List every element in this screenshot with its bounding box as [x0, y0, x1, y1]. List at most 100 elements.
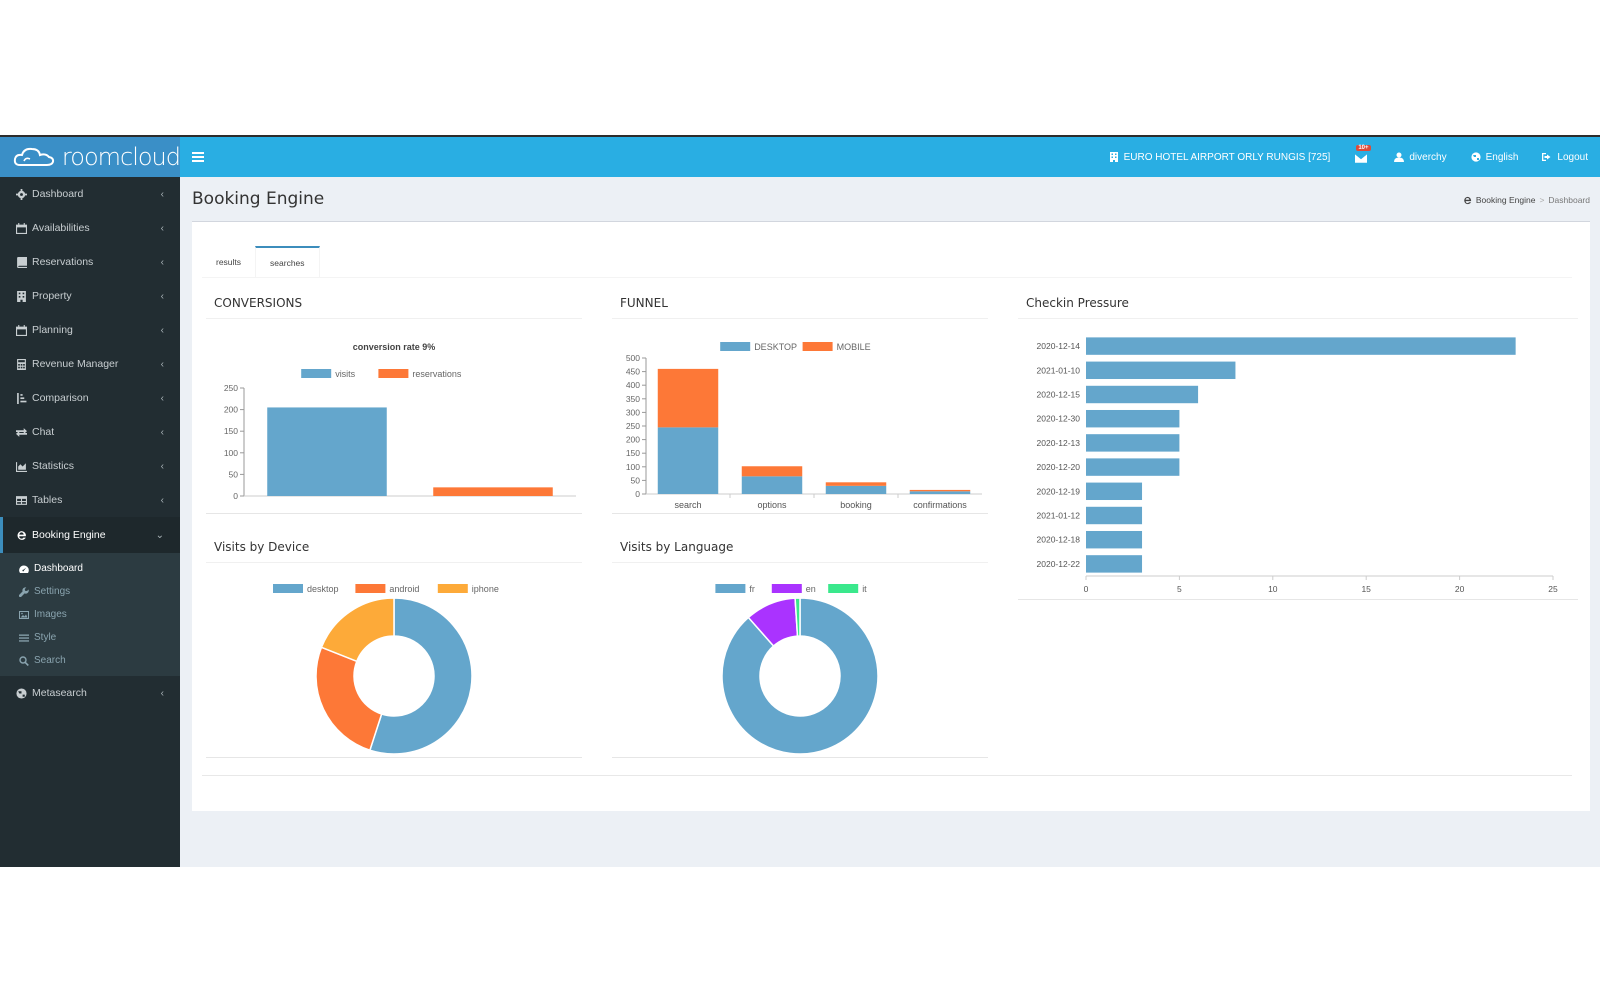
sidebar-item-label: Metasearch [32, 687, 87, 699]
y-tick-label: 400 [626, 380, 640, 390]
x-tick-label: 25 [1548, 584, 1558, 594]
sidebar-item-label: Statistics [32, 460, 75, 472]
y-tick-label: 0 [635, 489, 640, 499]
bar-2020-12-19 [1086, 482, 1143, 501]
bar-visits [267, 407, 387, 496]
sidebar-item-dashboard[interactable]: Dashboard ‹ [0, 177, 180, 211]
sidebar-item-booking-engine[interactable]: Booking Engine ⌄ [0, 517, 180, 553]
submenu-item-settings[interactable]: Settings [0, 580, 180, 603]
bar-2020-12-13 [1086, 434, 1180, 452]
visits-by-device-chart: desktop android iphone [273, 584, 499, 755]
breadcrumb: Booking Engine > Dashboard [1463, 195, 1590, 205]
bar-booking-mobile [825, 482, 887, 486]
legend-label: android [389, 584, 419, 594]
sidebar-item-revenue-manager[interactable]: Revenue Manager ‹ [0, 347, 180, 381]
submenu-item-images[interactable]: Images [0, 603, 180, 626]
gear-icon [16, 188, 27, 200]
box-title: FUNNEL [620, 296, 668, 310]
user-menu[interactable]: diverchy [1382, 137, 1458, 177]
submenu-item-label: Style [34, 632, 57, 643]
table-icon [16, 495, 27, 505]
calculator-icon [17, 358, 26, 370]
legend-label: en [806, 584, 816, 594]
submenu-item-search[interactable]: Search [0, 649, 180, 672]
y-tick-label: 100 [626, 462, 640, 472]
logo[interactable]: roomcloud [0, 137, 181, 177]
breadcrumb-separator: > [1539, 195, 1545, 205]
logout-button[interactable]: Logout [1530, 137, 1600, 177]
language-selector[interactable]: English [1459, 137, 1531, 177]
sidebar-item-property[interactable]: Property ‹ [0, 279, 180, 313]
sidebar-item-metasearch[interactable]: Metasearch ‹ [0, 676, 180, 710]
chevron-left-icon: ‹ [160, 188, 164, 200]
notification-badge: 10+ [1356, 145, 1371, 151]
legend-swatch [828, 584, 859, 593]
image-icon [19, 610, 29, 619]
y-tick-label: 2020-12-19 [1037, 486, 1081, 496]
legend-label: it [862, 584, 867, 594]
box-title: Visits by Language [620, 540, 734, 554]
hamburger-menu-icon[interactable] [192, 152, 204, 162]
y-tick-label: 150 [224, 426, 238, 436]
sidebar-item-chat[interactable]: Chat ‹ [0, 415, 180, 449]
internet-explorer-icon [17, 530, 26, 540]
tab-results[interactable]: results [216, 256, 242, 267]
slice-desktop [368, 597, 473, 755]
conversions-chart: conversion rate 9% visits reservations 0 50 1… [224, 342, 576, 501]
submenu-item-dashboard[interactable]: Dashboard [0, 557, 180, 580]
sign-out-icon [1542, 153, 1551, 161]
bar-confirmations-desktop [909, 491, 971, 494]
bar-options-desktop [741, 476, 803, 494]
legend-swatch [437, 584, 468, 593]
bar-2020-12-22 [1086, 555, 1143, 573]
y-tick-label: 2020-12-20 [1037, 462, 1081, 472]
tab-searches[interactable]: searches [255, 246, 320, 277]
legend-swatch [771, 584, 802, 593]
calendar-icon [16, 222, 27, 234]
legend-swatch [301, 369, 332, 378]
sidebar: Dashboard ‹ Availabilities ‹ Reservations ‹… [0, 177, 180, 867]
building-icon [1109, 152, 1118, 162]
legend-label: desktop [307, 584, 339, 594]
legend-label: fr [749, 584, 755, 594]
slice-fr [721, 597, 879, 755]
building-icon [17, 290, 26, 302]
globe-icon [1470, 152, 1481, 162]
chevron-left-icon: ‹ [160, 358, 164, 370]
sidebar-item-label: Comparison [32, 392, 89, 404]
sidebar-item-reservations[interactable]: Reservations ‹ [0, 245, 180, 279]
y-tick-label: 200 [626, 435, 640, 445]
submenu-item-style[interactable]: Style [0, 626, 180, 649]
sidebar-item-planning[interactable]: Planning ‹ [0, 313, 180, 347]
language-label: English [1485, 151, 1519, 163]
sidebar-item-label: Dashboard [32, 188, 84, 200]
slice-iphone [320, 597, 395, 663]
tachometer-icon [19, 564, 29, 573]
sidebar-item-availabilities[interactable]: Availabilities ‹ [0, 211, 180, 245]
bar-2020-12-14 [1086, 337, 1516, 355]
y-tick-label: 100 [224, 448, 238, 458]
chevron-left-icon: ‹ [160, 256, 164, 268]
user-icon [1394, 152, 1405, 162]
sidebar-item-statistics[interactable]: Statistics ‹ [0, 449, 180, 483]
x-tick-label: search [674, 500, 701, 510]
notifications-button[interactable]: 10+ [1342, 137, 1382, 177]
internet-explorer-icon [1464, 196, 1471, 204]
y-tick-label: 150 [626, 448, 640, 458]
conversions-box: CONVERSIONS conversion rate 9% visits rese… [206, 288, 582, 514]
sidebar-item-label: Property [32, 290, 72, 302]
y-tick-label: 2020-12-22 [1037, 559, 1081, 569]
sidebar-item-comparison[interactable]: Comparison ‹ [0, 381, 180, 415]
sidebar-item-tables[interactable]: Tables ‹ [0, 483, 180, 517]
app-window: roomcloud EURO HOTEL AIRPORT ORLY RUNGIS… [0, 135, 1600, 867]
bar-confirmations-mobile [909, 489, 971, 492]
hotel-selector[interactable]: EURO HOTEL AIRPORT ORLY RUNGIS [725] [1097, 137, 1343, 177]
list-icon [19, 634, 29, 642]
breadcrumb-link[interactable]: Booking Engine [1475, 195, 1536, 205]
slice-android [315, 646, 383, 752]
bar-search-mobile [657, 368, 719, 428]
slice-it [794, 597, 801, 637]
chevron-left-icon: ‹ [160, 392, 164, 404]
bar-2020-12-30 [1086, 409, 1180, 428]
bar-reservations [433, 487, 553, 496]
